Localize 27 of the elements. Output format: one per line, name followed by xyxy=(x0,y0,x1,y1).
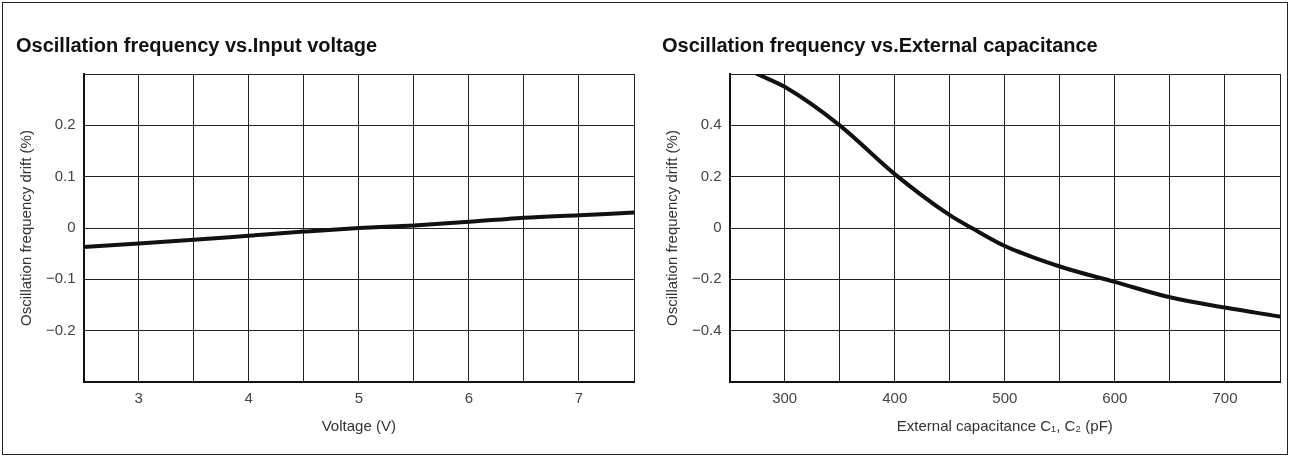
x-tick-label: 6 xyxy=(464,389,474,407)
y-tick-label: −0.1 xyxy=(45,269,76,287)
y-axis-title: Oscillation frequency drift (%) xyxy=(663,130,681,326)
y-axis-title: Oscillation frequency drift (%) xyxy=(17,130,35,326)
y-tick-label: −0.4 xyxy=(691,320,722,338)
x-tick-label: 5 xyxy=(354,389,363,407)
x-axis-title: Voltage (V) xyxy=(321,417,396,435)
x-tick-label: 7 xyxy=(574,389,584,407)
x-axis-title: External capacitance C₁, C₂ (pF) xyxy=(896,417,1113,435)
line-series xyxy=(755,74,1280,319)
y-tick-label: 0 xyxy=(713,218,722,236)
y-tick-label: 0.2 xyxy=(700,166,722,184)
y-tick-label: 0.2 xyxy=(54,115,76,133)
x-tick-label: 300 xyxy=(772,389,798,407)
x-tick-label: 700 xyxy=(1212,389,1238,407)
y-tick-label: 0 xyxy=(67,218,76,236)
y-tick-label: 0.4 xyxy=(700,115,722,133)
x-tick-label: 4 xyxy=(244,389,253,407)
x-tick-label: 400 xyxy=(882,389,908,407)
x-tick-label: 600 xyxy=(1102,389,1128,407)
chart-title: Oscillation frequency vs.Input voltage xyxy=(16,33,378,56)
y-tick-label: −0.2 xyxy=(691,269,722,287)
x-tick-label: 3 xyxy=(134,389,143,407)
y-tick-label: 0.1 xyxy=(54,166,76,184)
y-tick-label: −0.2 xyxy=(45,320,76,338)
chart-title: Oscillation frequency vs.External capacitance xyxy=(662,33,1098,56)
x-tick-label: 500 xyxy=(992,389,1018,407)
